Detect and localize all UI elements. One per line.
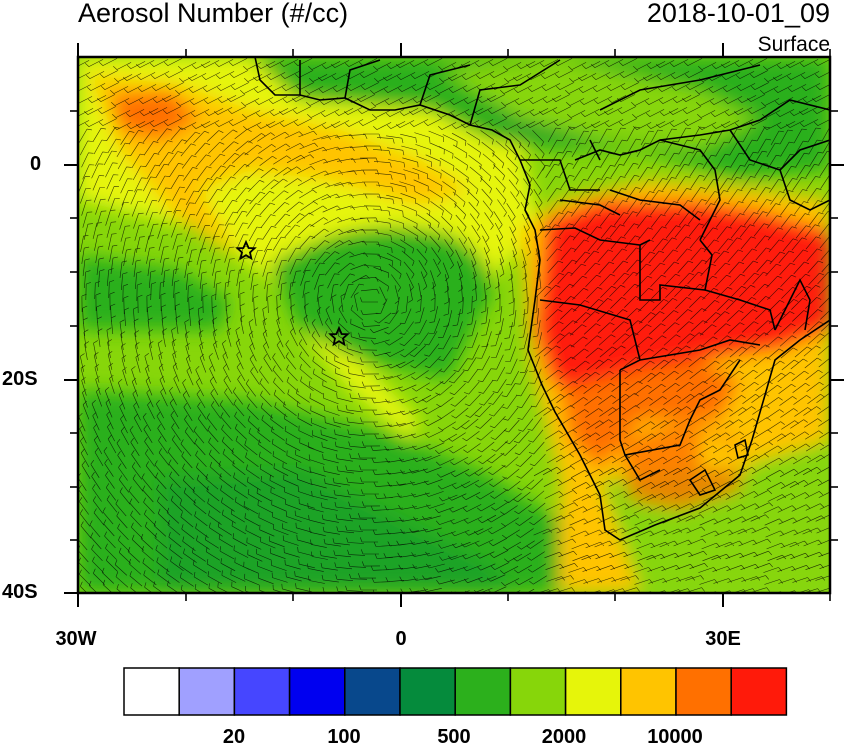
colorbar-swatch	[730, 667, 788, 716]
colorbar-label: 100	[327, 726, 361, 748]
lon-label-30e: 30E	[705, 628, 741, 650]
colorbar-swatch	[123, 667, 180, 716]
wind-barb-field	[78, 58, 830, 593]
lat-label-40s: 40S	[2, 581, 38, 603]
colorbar-swatch	[675, 667, 732, 716]
site-markers	[235, 239, 350, 347]
lat-label-0: 0	[30, 153, 42, 175]
lat-label-20s: 20S	[2, 368, 38, 390]
colorbar-swatch	[454, 667, 512, 716]
colorbar-label: 500	[437, 726, 471, 748]
colorbar-swatch	[233, 667, 291, 716]
map-title: Aerosol Number (#/cc)	[78, 0, 349, 28]
colorbar-swatch	[178, 667, 236, 716]
star-marker	[235, 239, 257, 261]
colorbar	[123, 667, 788, 716]
datetime-label: 2018-10-01_09	[646, 0, 830, 28]
colorbar-label: 2000	[541, 726, 587, 748]
map-frame	[64, 43, 844, 607]
wind-barbs	[78, 58, 830, 593]
aerosol-field	[78, 57, 830, 593]
colorbar-swatch	[509, 667, 567, 716]
lon-label-30w: 30W	[55, 628, 97, 650]
level-label: Surface	[757, 33, 830, 56]
colorbar-swatch	[564, 667, 622, 716]
colorbar-swatch	[288, 667, 346, 716]
colorbar-swatch	[344, 667, 401, 716]
colorbar-label: 20	[222, 726, 246, 748]
star-marker	[328, 325, 350, 347]
colorbar-label: 10000	[647, 726, 703, 748]
colorbar-swatch	[399, 667, 456, 716]
country-borders	[254, 57, 830, 541]
lon-label-0: 0	[395, 628, 407, 650]
colorbar-swatch	[620, 667, 677, 716]
